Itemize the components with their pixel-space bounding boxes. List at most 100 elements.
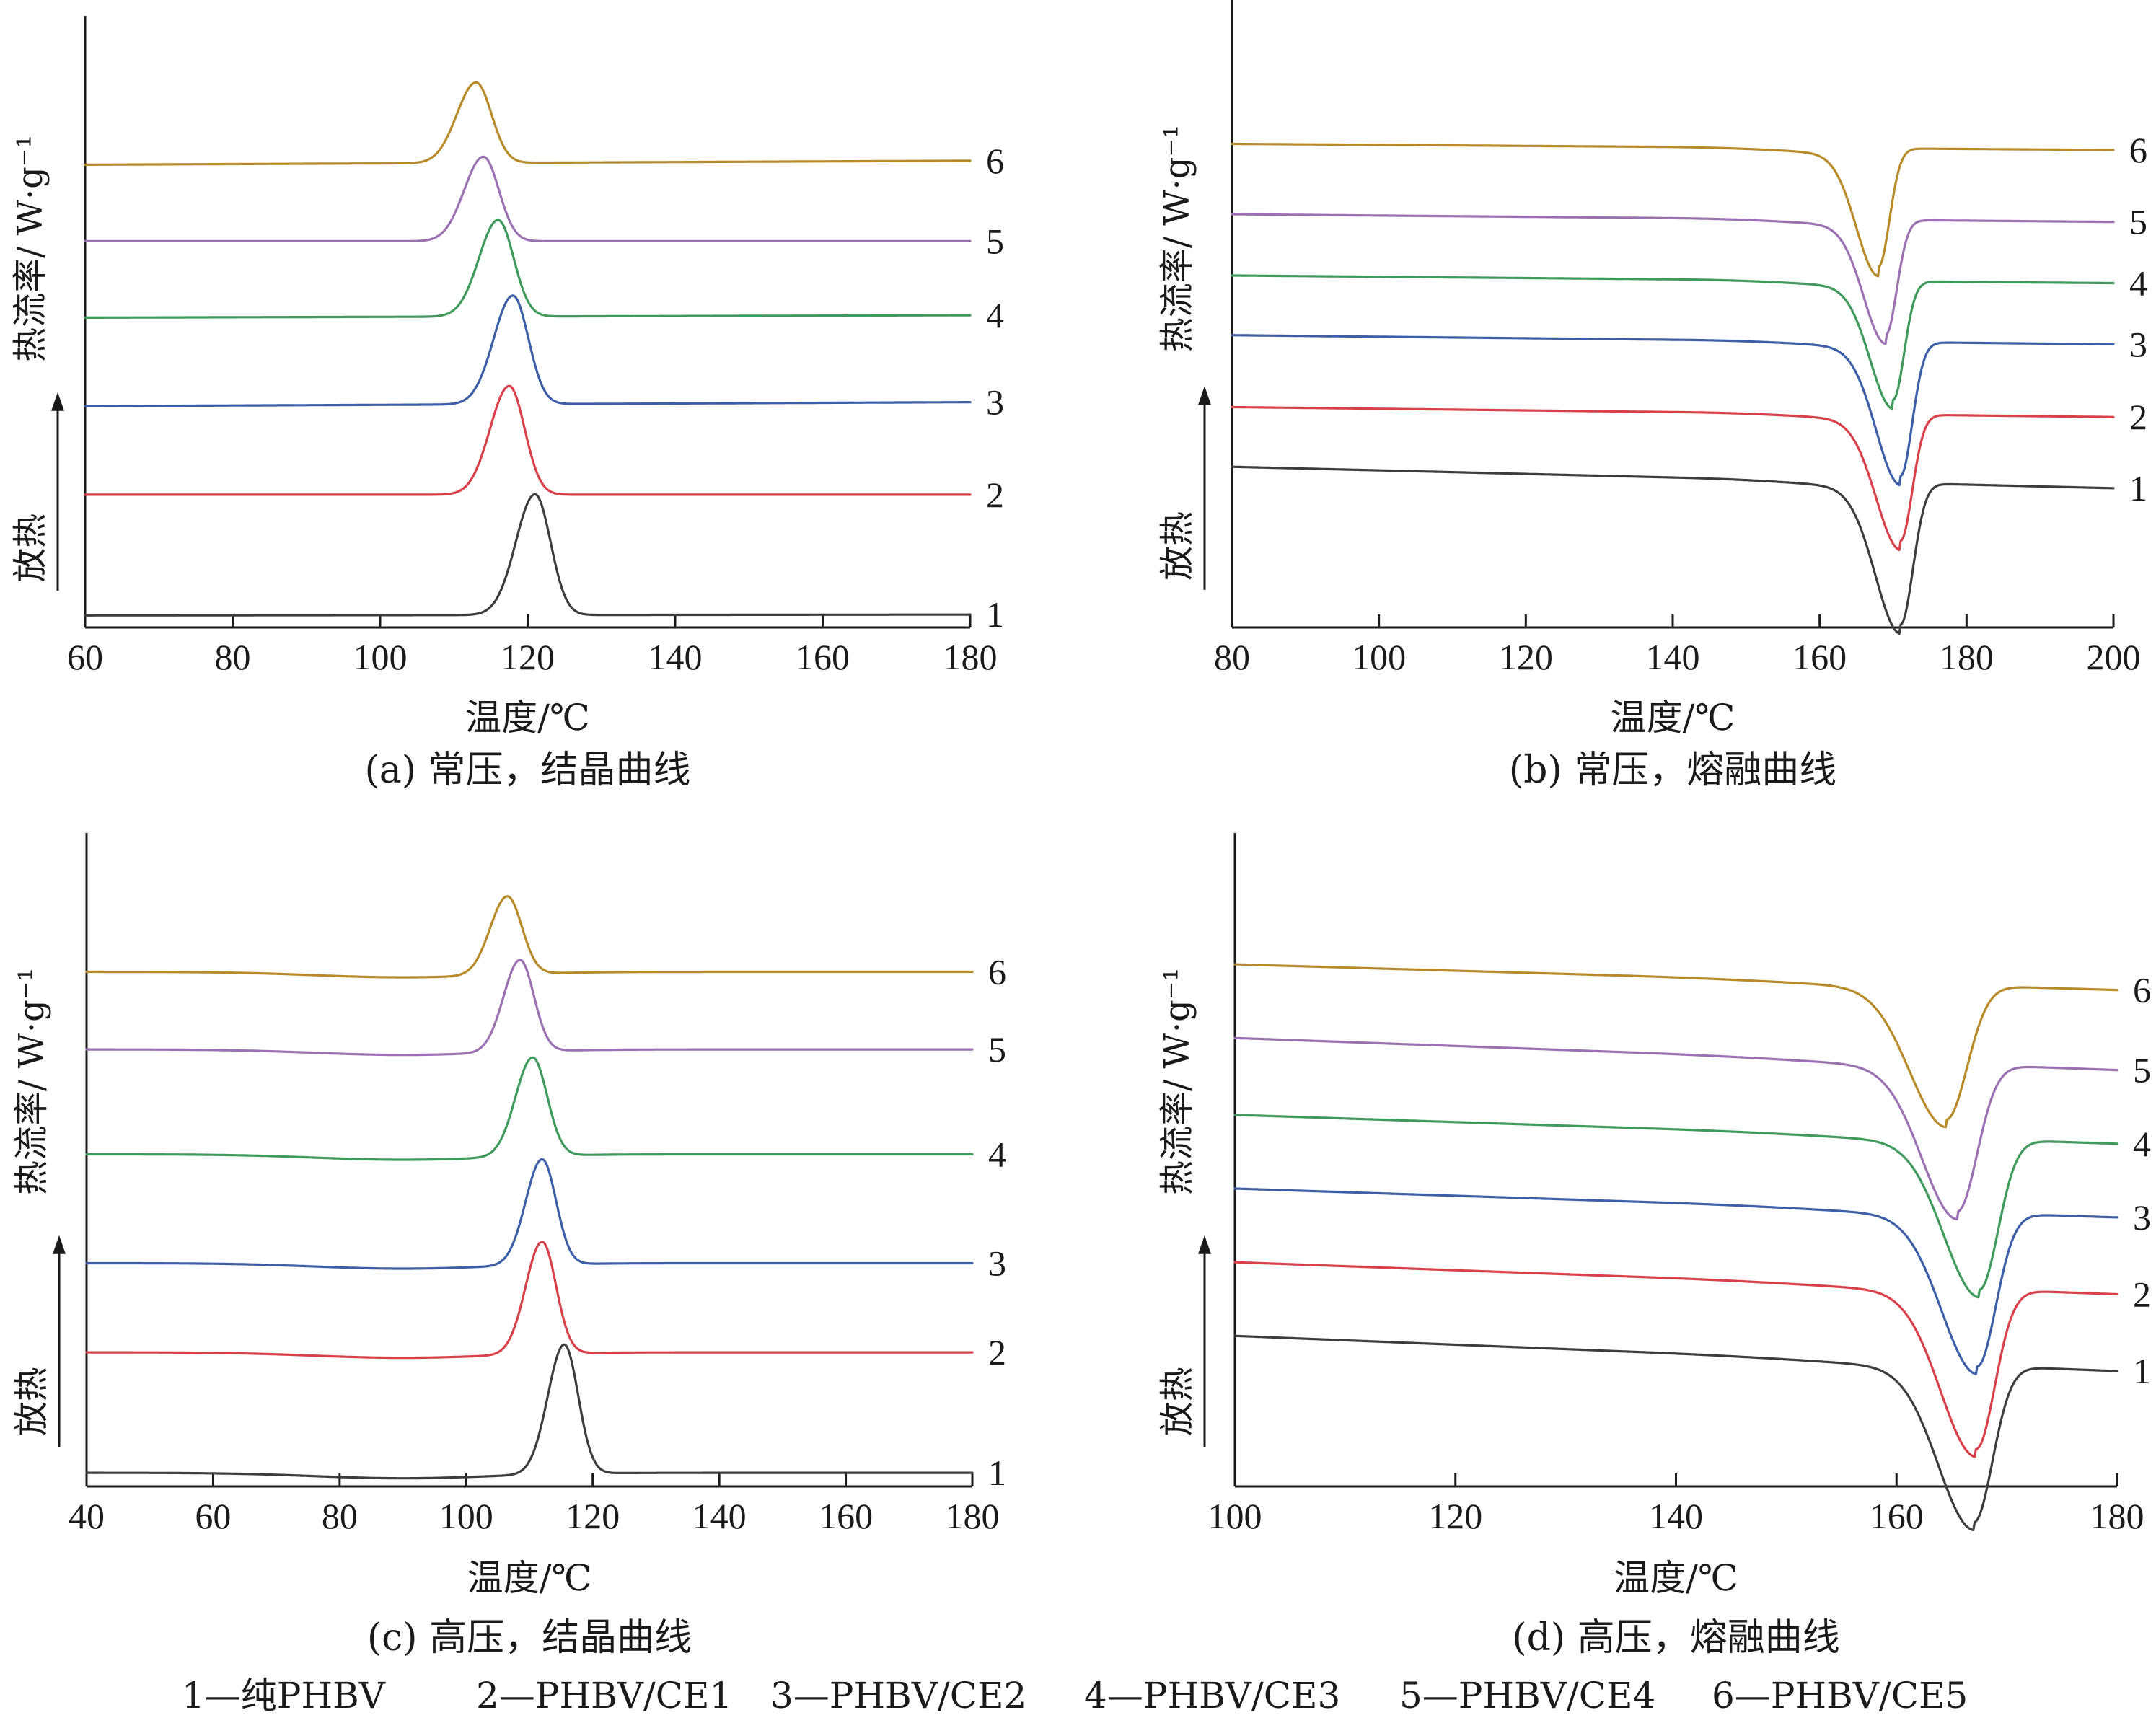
x-tick-label: 120 bbox=[566, 1496, 620, 1536]
legend-item-1: 1—纯PHBV bbox=[182, 1675, 386, 1717]
x-tick-label: 180 bbox=[946, 1496, 1000, 1536]
curve-series-1 bbox=[84, 493, 972, 617]
curve-series-5 bbox=[84, 155, 972, 242]
curve-series-6 bbox=[84, 81, 972, 166]
x-axis-label: 温度/℃ bbox=[465, 697, 590, 739]
x-tick-label: 120 bbox=[1499, 637, 1553, 677]
curve-label-3: 3 bbox=[2129, 324, 2147, 364]
curve-label-4: 4 bbox=[986, 295, 1004, 335]
curve-label-6: 6 bbox=[986, 141, 1004, 181]
exotherm-arrow-head bbox=[53, 1235, 66, 1254]
curve-label-2: 2 bbox=[2133, 1274, 2151, 1315]
curve-series-6 bbox=[1233, 963, 2118, 1129]
curve-label-2: 2 bbox=[986, 475, 1004, 515]
x-tick-label: 160 bbox=[819, 1496, 873, 1536]
curve-series-5 bbox=[1231, 213, 2115, 345]
curve-series-3 bbox=[1231, 334, 2115, 487]
x-tick-label: 80 bbox=[215, 637, 251, 677]
curve-series-4 bbox=[1231, 274, 2115, 410]
curve-series-6 bbox=[85, 895, 974, 979]
curve-label-6: 6 bbox=[2129, 130, 2147, 170]
curve-series-1 bbox=[1233, 1334, 2118, 1531]
x-tick-label: 40 bbox=[69, 1496, 105, 1536]
y-axis-label: 热流率/ W·g⁻¹ bbox=[1157, 125, 1197, 352]
exotherm-label: 放热 bbox=[12, 1367, 52, 1436]
curve-series-2 bbox=[1231, 405, 2115, 552]
curve-series-1 bbox=[85, 1343, 974, 1480]
curve-label-3: 3 bbox=[986, 382, 1004, 423]
curve-label-5: 5 bbox=[2133, 1050, 2151, 1090]
x-tick-label: 160 bbox=[1792, 637, 1847, 677]
curve-series-5 bbox=[85, 959, 974, 1057]
curve-label-5: 5 bbox=[986, 221, 1004, 261]
curve-series-2 bbox=[84, 384, 972, 496]
curve-series-4 bbox=[85, 1056, 974, 1161]
x-axis-label: 温度/℃ bbox=[1614, 1557, 1738, 1599]
curve-label-1: 1 bbox=[988, 1453, 1006, 1493]
x-tick-label: 100 bbox=[439, 1496, 493, 1536]
curve-series-5 bbox=[1233, 1036, 2118, 1221]
exotherm-arrow-head bbox=[1198, 1235, 1211, 1254]
curve-series-3 bbox=[1233, 1187, 2118, 1375]
panel-caption: (d) 高压，熔融曲线 bbox=[1512, 1616, 1839, 1660]
x-axis-label: 温度/℃ bbox=[1611, 697, 1735, 739]
exotherm-arrow-head bbox=[51, 392, 64, 411]
legend: 1—纯PHBV 2—PHBV/CE1 3—PHBV/CE2 4—PHBV/CE3 5—P… bbox=[182, 1675, 1968, 1717]
x-tick-label: 140 bbox=[1646, 637, 1700, 677]
x-tick-label: 100 bbox=[1208, 1496, 1262, 1536]
panel-caption: (b) 常压，熔融曲线 bbox=[1509, 749, 1836, 792]
x-tick-label: 100 bbox=[353, 637, 408, 677]
x-tick-label: 60 bbox=[195, 1496, 231, 1536]
y-axis-label: 热流率/ W·g⁻¹ bbox=[12, 968, 52, 1195]
x-tick-label: 180 bbox=[1940, 637, 1994, 677]
x-tick-label: 160 bbox=[1870, 1496, 1924, 1536]
legend-item-2: 2—PHBV/CE1 bbox=[476, 1675, 732, 1717]
curve-series-3 bbox=[84, 294, 972, 407]
x-tick-label: 120 bbox=[501, 637, 555, 677]
curve-series-2 bbox=[85, 1240, 974, 1360]
y-axis-label: 热流率/ W·g⁻¹ bbox=[1157, 968, 1197, 1195]
panel-caption: (a) 常压，结晶曲线 bbox=[364, 749, 690, 792]
x-tick-label: 100 bbox=[1352, 637, 1406, 677]
curve-series-4 bbox=[84, 219, 972, 319]
x-tick-label: 160 bbox=[796, 637, 850, 677]
x-tick-label: 80 bbox=[322, 1496, 358, 1536]
curve-label-5: 5 bbox=[988, 1029, 1006, 1070]
curve-label-4: 4 bbox=[2129, 263, 2147, 304]
panel-caption: (c) 高压，结晶曲线 bbox=[367, 1616, 692, 1660]
exotherm-label: 放热 bbox=[10, 514, 50, 583]
exotherm-label: 放热 bbox=[1157, 1367, 1197, 1436]
exotherm-label: 放热 bbox=[1157, 511, 1197, 581]
x-tick-label: 140 bbox=[692, 1496, 747, 1536]
curve-label-4: 4 bbox=[2133, 1124, 2151, 1164]
panel-c: 40 60 80 100 120 140 160 180 温度/℃ (c) 高压，结晶曲线 热流率/… bbox=[12, 833, 1006, 1660]
x-tick-label: 200 bbox=[2087, 637, 2141, 677]
curve-series-3 bbox=[85, 1158, 974, 1270]
x-tick-label: 180 bbox=[943, 637, 998, 677]
curve-label-6: 6 bbox=[988, 952, 1006, 992]
x-tick-label: 60 bbox=[67, 637, 103, 677]
curve-label-1: 1 bbox=[2133, 1351, 2151, 1391]
curve-series-4 bbox=[1233, 1114, 2118, 1299]
y-axis-label: 热流率/ W·g⁻¹ bbox=[10, 135, 50, 362]
exotherm-arrow-head bbox=[1198, 386, 1211, 405]
curve-label-4: 4 bbox=[988, 1134, 1006, 1174]
legend-item-6: 6—PHBV/CE5 bbox=[1712, 1675, 1968, 1717]
x-tick-label: 140 bbox=[1649, 1496, 1703, 1536]
legend-item-5: 5—PHBV/CE4 bbox=[1399, 1675, 1655, 1717]
x-axis-label: 温度/℃ bbox=[467, 1557, 592, 1599]
legend-item-3: 3—PHBV/CE2 bbox=[770, 1675, 1026, 1717]
panel-a: 60 80 100 120 140 160 180 温度/℃ (a) 常压，结晶曲线 热流率/ W… bbox=[10, 16, 1004, 792]
curve-series-1 bbox=[1231, 465, 2115, 635]
x-tick-label: 140 bbox=[648, 637, 703, 677]
curve-label-3: 3 bbox=[2133, 1197, 2151, 1238]
x-tick-label: 120 bbox=[1428, 1496, 1482, 1536]
curve-label-5: 5 bbox=[2129, 202, 2147, 242]
curve-label-2: 2 bbox=[2129, 397, 2147, 437]
legend-item-4: 4—PHBV/CE3 bbox=[1084, 1675, 1340, 1717]
curve-series-2 bbox=[1233, 1261, 2118, 1458]
curve-label-2: 2 bbox=[988, 1332, 1006, 1372]
curve-label-1: 1 bbox=[2129, 468, 2147, 508]
curve-label-3: 3 bbox=[988, 1243, 1006, 1283]
